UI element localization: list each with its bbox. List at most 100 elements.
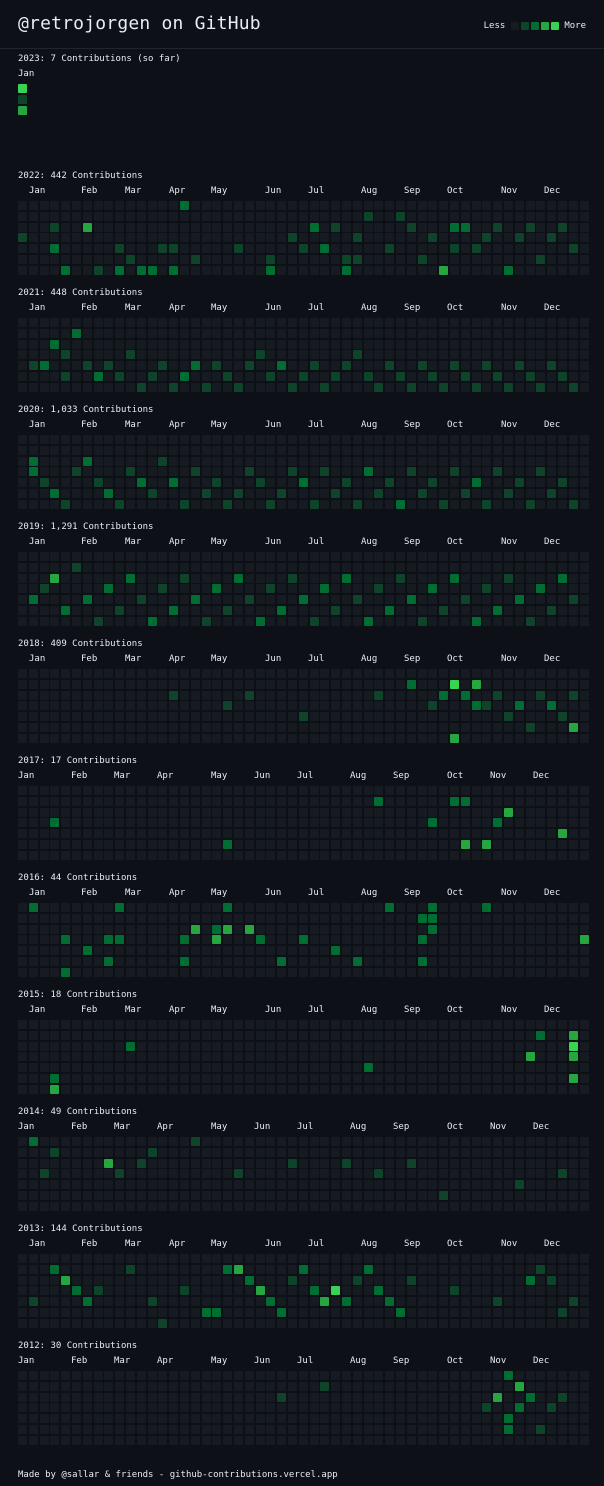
day-cell[interactable] xyxy=(93,807,103,817)
day-cell[interactable] xyxy=(288,445,297,455)
day-cell[interactable] xyxy=(115,712,125,722)
day-cell[interactable] xyxy=(212,201,222,210)
day-cell[interactable] xyxy=(277,924,287,934)
day-cell[interactable] xyxy=(460,244,470,254)
day-cell[interactable] xyxy=(234,913,243,923)
day-cell[interactable] xyxy=(212,712,222,722)
day-cell[interactable] xyxy=(374,1392,384,1402)
day-cell[interactable] xyxy=(331,456,341,466)
day-cell[interactable] xyxy=(396,957,405,966)
day-cell[interactable] xyxy=(50,562,60,572)
day-cell[interactable] xyxy=(39,935,49,945)
day-cell[interactable] xyxy=(493,616,503,626)
day-cell[interactable] xyxy=(190,723,200,732)
day-cell[interactable] xyxy=(396,201,405,210)
day-cell[interactable] xyxy=(212,1371,222,1380)
day-cell[interactable] xyxy=(18,1414,27,1424)
day-cell[interactable] xyxy=(93,1137,103,1146)
day-cell[interactable] xyxy=(525,489,535,498)
day-cell[interactable] xyxy=(406,829,416,839)
day-cell[interactable] xyxy=(61,1425,71,1434)
day-cell[interactable] xyxy=(104,829,114,839)
day-cell[interactable] xyxy=(460,435,470,444)
day-cell[interactable] xyxy=(72,350,81,360)
day-cell[interactable] xyxy=(450,1254,459,1263)
day-cell[interactable] xyxy=(136,840,146,849)
day-cell[interactable] xyxy=(504,1147,513,1157)
day-cell[interactable] xyxy=(428,924,438,934)
day-cell[interactable] xyxy=(374,201,384,210)
day-cell[interactable] xyxy=(320,723,330,732)
day-cell[interactable] xyxy=(309,318,319,327)
day-cell[interactable] xyxy=(234,233,243,243)
day-cell[interactable] xyxy=(169,913,179,923)
day-cell[interactable] xyxy=(158,255,168,264)
day-cell[interactable] xyxy=(460,967,470,977)
day-cell[interactable] xyxy=(331,606,341,615)
day-cell[interactable] xyxy=(72,606,81,615)
day-cell[interactable] xyxy=(82,1308,92,1317)
day-cell[interactable] xyxy=(180,435,189,444)
day-cell[interactable] xyxy=(525,233,535,243)
day-cell[interactable] xyxy=(439,1264,449,1274)
day-cell[interactable] xyxy=(136,1318,146,1328)
day-cell[interactable] xyxy=(277,1275,287,1285)
day-cell[interactable] xyxy=(28,1041,38,1051)
day-cell[interactable] xyxy=(450,733,459,743)
day-cell[interactable] xyxy=(428,211,438,221)
day-cell[interactable] xyxy=(406,840,416,849)
day-cell[interactable] xyxy=(180,467,189,477)
day-cell[interactable] xyxy=(558,967,567,977)
day-cell[interactable] xyxy=(212,829,222,839)
day-cell[interactable] xyxy=(50,1041,60,1051)
day-cell[interactable] xyxy=(396,255,405,264)
day-cell[interactable] xyxy=(93,1392,103,1402)
day-cell[interactable] xyxy=(18,372,27,381)
day-cell[interactable] xyxy=(320,1286,330,1296)
day-cell[interactable] xyxy=(39,1020,49,1029)
day-cell[interactable] xyxy=(298,255,308,264)
day-cell[interactable] xyxy=(93,840,103,849)
day-cell[interactable] xyxy=(266,1084,276,1094)
day-cell[interactable] xyxy=(352,1381,362,1391)
day-cell[interactable] xyxy=(342,1275,351,1285)
day-cell[interactable] xyxy=(28,913,38,923)
day-cell[interactable] xyxy=(331,211,341,221)
day-cell[interactable] xyxy=(147,967,157,977)
day-cell[interactable] xyxy=(536,1264,546,1274)
day-cell[interactable] xyxy=(579,499,589,509)
day-cell[interactable] xyxy=(385,807,395,817)
day-cell[interactable] xyxy=(568,1063,578,1073)
day-cell[interactable] xyxy=(460,361,470,371)
day-cell[interactable] xyxy=(331,595,341,605)
day-cell[interactable] xyxy=(18,445,27,455)
day-cell[interactable] xyxy=(385,445,395,455)
day-cell[interactable] xyxy=(72,1403,81,1413)
day-cell[interactable] xyxy=(514,499,524,509)
day-cell[interactable] xyxy=(439,265,449,275)
day-cell[interactable] xyxy=(82,1137,92,1146)
day-cell[interactable] xyxy=(547,382,557,392)
day-cell[interactable] xyxy=(180,669,189,678)
day-cell[interactable] xyxy=(147,552,157,561)
day-cell[interactable] xyxy=(147,1169,157,1179)
day-cell[interactable] xyxy=(525,562,535,572)
day-cell[interactable] xyxy=(223,382,233,392)
day-cell[interactable] xyxy=(352,255,362,264)
day-cell[interactable] xyxy=(439,924,449,934)
day-cell[interactable] xyxy=(568,840,578,849)
day-cell[interactable] xyxy=(352,265,362,275)
day-cell[interactable] xyxy=(93,1286,103,1296)
day-cell[interactable] xyxy=(428,222,438,232)
day-cell[interactable] xyxy=(72,723,81,732)
day-cell[interactable] xyxy=(288,584,297,594)
day-cell[interactable] xyxy=(147,1191,157,1200)
day-cell[interactable] xyxy=(50,478,60,488)
day-cell[interactable] xyxy=(352,222,362,232)
day-cell[interactable] xyxy=(504,478,513,488)
day-cell[interactable] xyxy=(482,796,492,806)
day-cell[interactable] xyxy=(180,733,189,743)
day-cell[interactable] xyxy=(514,1201,524,1211)
day-cell[interactable] xyxy=(147,1020,157,1029)
day-cell[interactable] xyxy=(82,456,92,466)
